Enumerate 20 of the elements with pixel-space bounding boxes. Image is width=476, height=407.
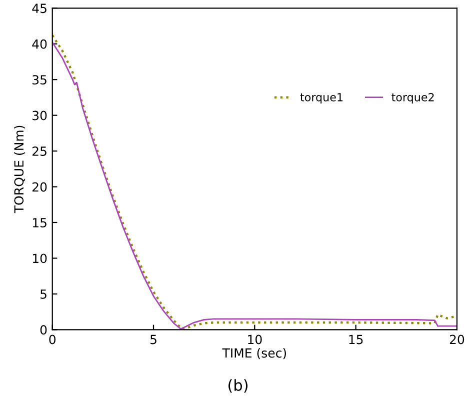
x-tick-label: 15 [349, 334, 363, 344]
y-tick-label: 25 [32, 146, 46, 156]
x-tick-label: 10 [248, 334, 262, 344]
x-tick-label: 20 [450, 334, 464, 344]
y-tick-label: 45 [32, 4, 46, 14]
y-tick-label: 5 [40, 290, 46, 299]
y-tick-label: 20 [32, 182, 47, 192]
y-tick-label: 35 [32, 75, 46, 85]
y-tick-label: 40 [32, 39, 47, 49]
y-tick-label: 10 [32, 254, 47, 264]
x-tick-label: 0 [49, 334, 56, 344]
text: (b) [228, 379, 248, 393]
legend-label: torque2 [392, 92, 434, 104]
y-tick-label: 15 [32, 218, 46, 228]
x-axis-title: TIME (sec) [222, 348, 286, 360]
x-tick-label: 5 [150, 334, 156, 344]
y-tick-label: 30 [32, 110, 47, 120]
y-tick-label: 0 [40, 325, 47, 335]
y-axis-title: TORQUE (Nm) [14, 126, 26, 214]
legend-label: torque1 [300, 93, 342, 104]
